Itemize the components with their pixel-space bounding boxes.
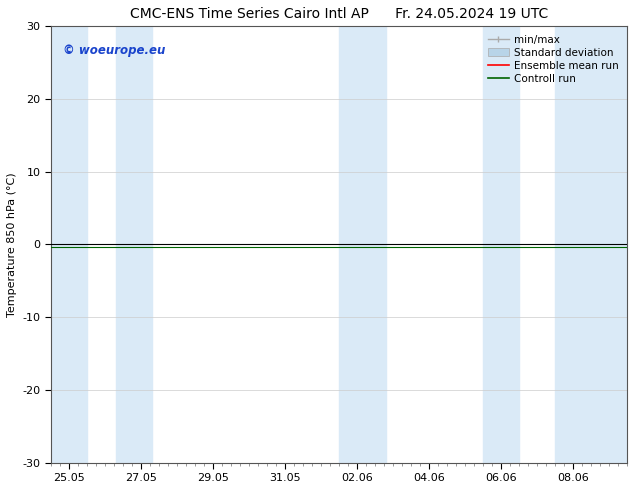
Title: CMC-ENS Time Series Cairo Intl AP      Fr. 24.05.2024 19 UTC: CMC-ENS Time Series Cairo Intl AP Fr. 24… (130, 7, 548, 21)
Bar (357, 26, 386, 463)
Text: © woeurope.eu: © woeurope.eu (63, 44, 165, 57)
Legend: min/max, Standard deviation, Ensemble mean run, Controll run: min/max, Standard deviation, Ensemble me… (484, 30, 623, 88)
Bar (483, 26, 519, 463)
Bar (116, 26, 152, 463)
Bar (555, 26, 627, 463)
Y-axis label: Temperature 850 hPa (°C): Temperature 850 hPa (°C) (7, 172, 17, 317)
Bar (51, 26, 87, 463)
Bar (339, 26, 357, 463)
